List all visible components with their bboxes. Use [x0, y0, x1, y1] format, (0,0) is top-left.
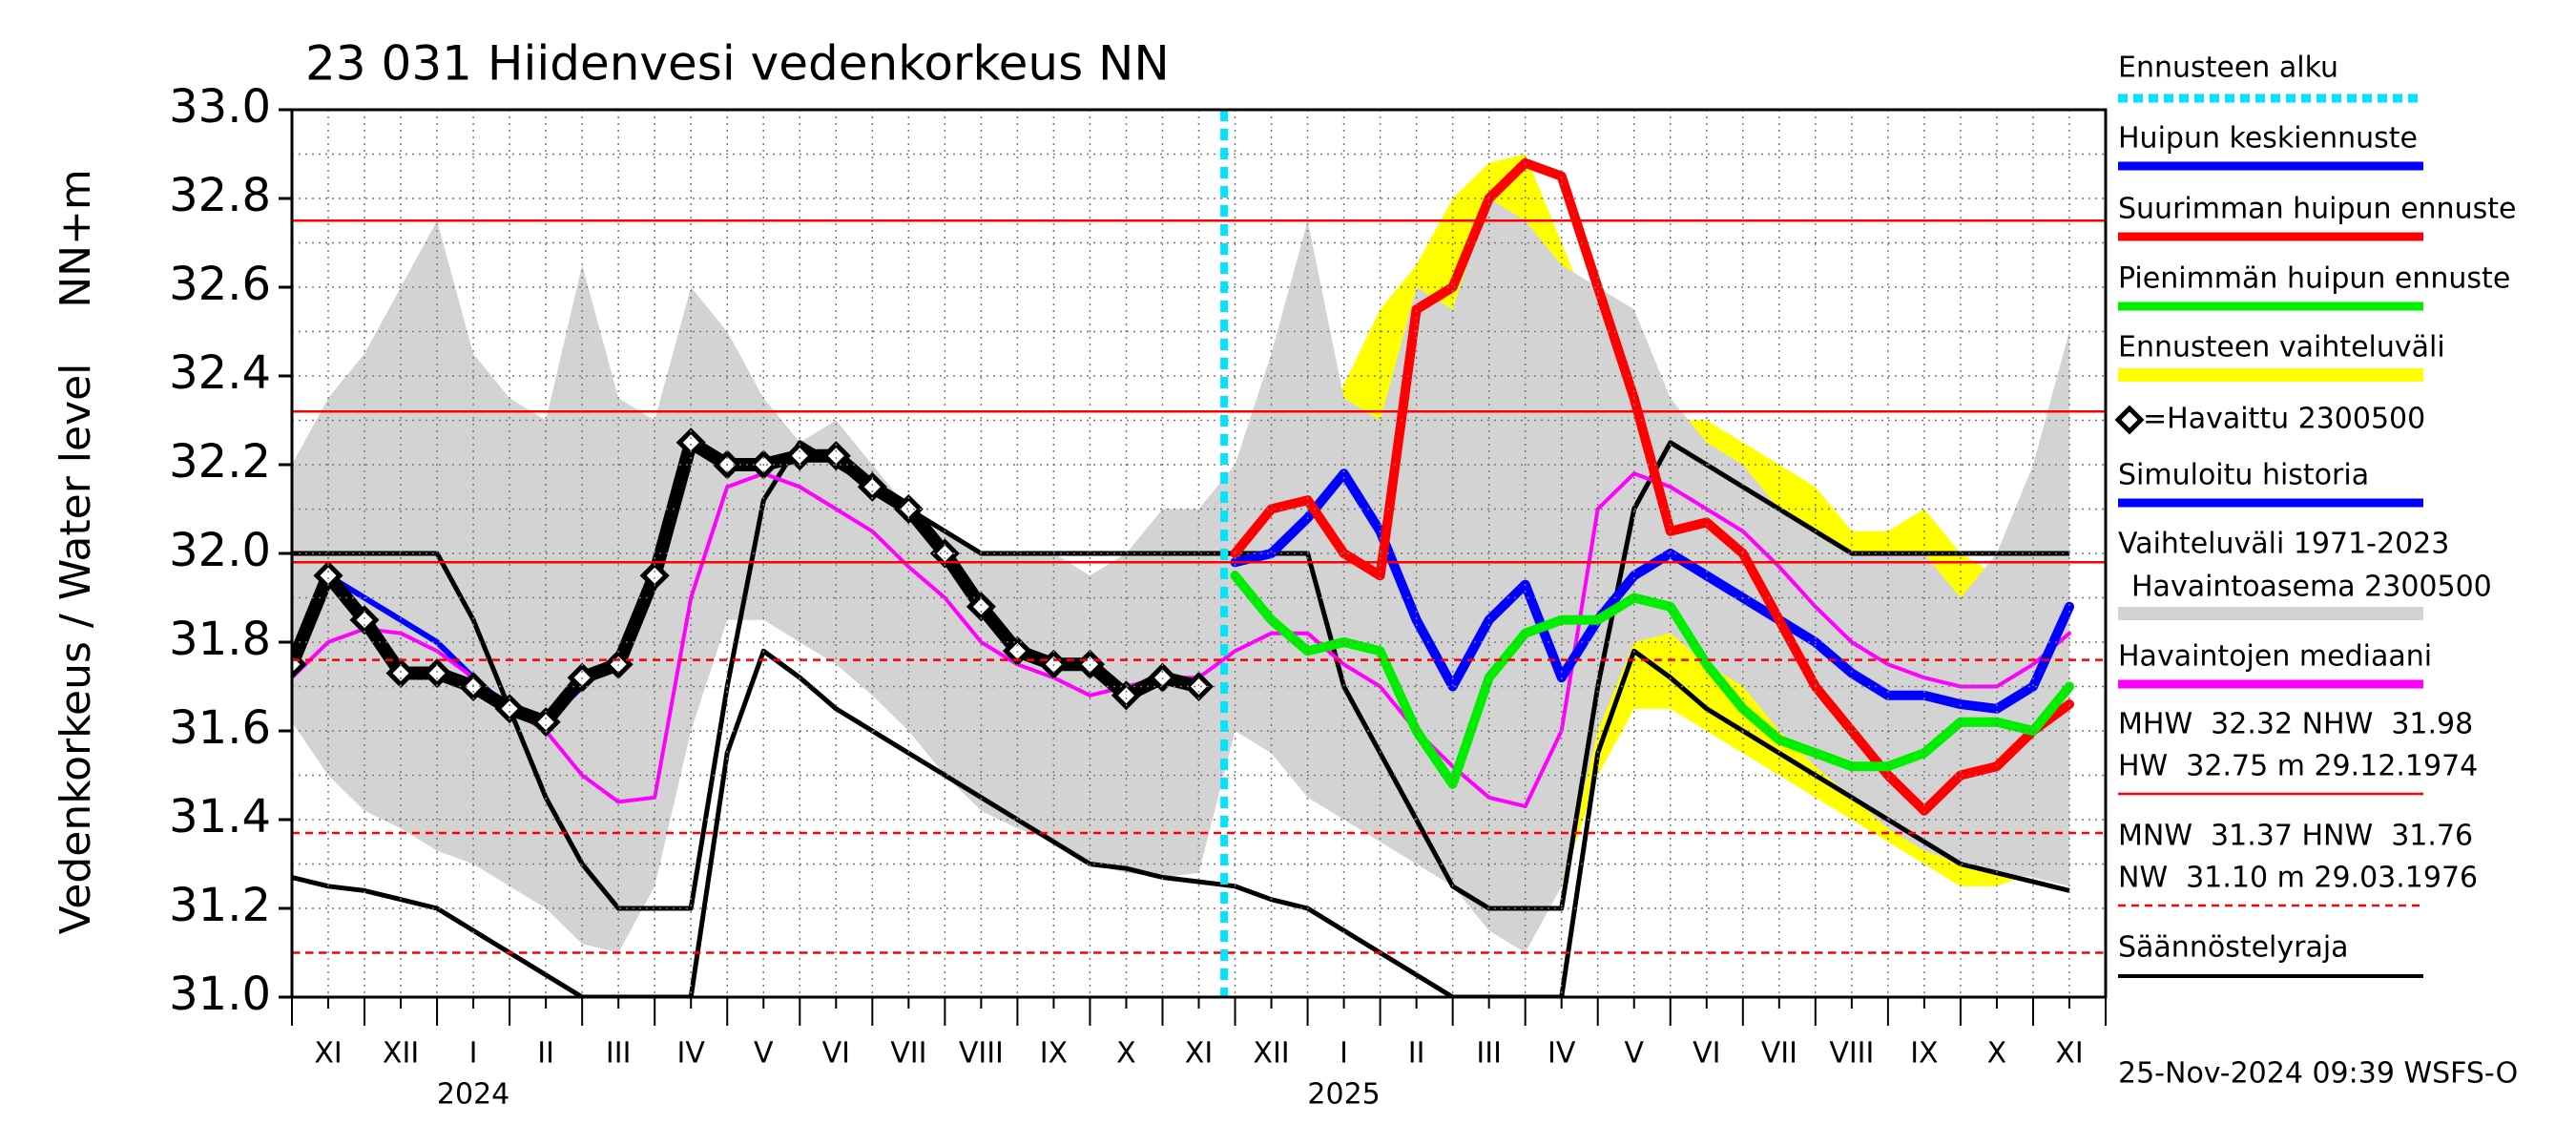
- observed-point: [675, 427, 706, 458]
- series-line: [1230, 571, 2074, 789]
- legend-label: NW 31.10 m 29.03.1976: [2118, 862, 2478, 895]
- y-tick-label: 32.6: [169, 258, 271, 311]
- y-tick-label: 33.0: [169, 80, 271, 134]
- y-axis-label: Vedenkorkeus / Water level: [52, 364, 100, 935]
- x-tick-label: XI: [314, 1037, 342, 1071]
- x-tick-label: IV: [677, 1037, 706, 1071]
- legend-label: Simuloitu historia: [2118, 459, 2369, 492]
- x-tick-label: VIII: [1829, 1037, 1874, 1071]
- y-tick-label: 31.6: [169, 701, 271, 755]
- legend-label: Ennusteen alku: [2118, 52, 2338, 85]
- x-tick-label: VIII: [959, 1037, 1004, 1071]
- timestamp: 25-Nov-2024 09:39 WSFS-O: [2118, 1057, 2518, 1091]
- legend-label: Vaihteluväli 1971-2023: [2118, 528, 2449, 561]
- year-label: 2024: [437, 1078, 509, 1112]
- x-tick-label: X: [1987, 1037, 2007, 1071]
- regulation-line: [292, 648, 2070, 997]
- legend-label: Havaintoasema 2300500: [2131, 571, 2492, 604]
- x-tick-label: V: [754, 1037, 774, 1071]
- y-tick-label: 32.8: [169, 169, 271, 222]
- observed-point: [893, 493, 924, 525]
- x-tick-label: III: [606, 1037, 632, 1071]
- x-tick-label: III: [1476, 1037, 1502, 1071]
- plot-area: [292, 154, 2074, 997]
- observed-point: [494, 694, 525, 724]
- legend-label: Pienimmän huipun ennuste: [2118, 262, 2510, 296]
- y-tick-label: 32.2: [169, 435, 271, 489]
- x-tick-label: I: [1340, 1037, 1348, 1071]
- y-tick-label: 32.4: [169, 346, 271, 400]
- series-line: [1230, 157, 2074, 816]
- legend-label: Suurimman huipun ennuste: [2118, 193, 2516, 226]
- x-tick-label: IX: [1910, 1037, 1938, 1071]
- y-tick-label: 31.0: [169, 968, 271, 1021]
- x-tick-label: VII: [890, 1037, 926, 1071]
- y-unit-label: NN+m: [52, 169, 100, 308]
- legend-label: Huipun keskiennuste: [2118, 122, 2418, 156]
- band: [292, 198, 2069, 953]
- x-tick-label: VI: [822, 1037, 850, 1071]
- x-tick-label: X: [1116, 1037, 1136, 1071]
- chart-title: 23 031 Hiidenvesi vedenkorkeus NN: [305, 36, 1170, 92]
- x-tick-label: XII: [1253, 1037, 1289, 1071]
- x-tick-label: XI: [1185, 1037, 1213, 1071]
- x-tick-label: XII: [383, 1037, 419, 1071]
- series-line: [1230, 468, 2074, 714]
- legend-label: Havaintojen mediaani: [2118, 640, 2432, 674]
- legend-label: =Havaittu 2300500: [2143, 403, 2425, 436]
- x-tick-label: XI: [2055, 1037, 2083, 1071]
- observed-point: [784, 441, 815, 471]
- legend-marker: [2114, 405, 2145, 435]
- observed-point: [1111, 680, 1141, 711]
- legend-label: Säännöstelyraja: [2118, 931, 2349, 965]
- x-tick-label: VI: [1693, 1037, 1720, 1071]
- x-tick-label: VII: [1761, 1037, 1797, 1071]
- observed-point: [821, 441, 851, 471]
- x-tick-label: V: [1624, 1037, 1644, 1071]
- year-label: 2025: [1307, 1078, 1380, 1112]
- y-tick-label: 31.2: [169, 879, 271, 932]
- x-tick-label: I: [469, 1037, 478, 1071]
- x-tick-label: II: [1408, 1037, 1425, 1071]
- y-tick-label: 32.0: [169, 524, 271, 577]
- observed-point: [530, 707, 561, 738]
- observed-point: [313, 560, 343, 591]
- legend-label: Ennusteen vaihteluväli: [2118, 331, 2445, 364]
- x-tick-label: II: [537, 1037, 554, 1071]
- y-tick-label: 31.4: [169, 790, 271, 843]
- y-tick-label: 31.8: [169, 613, 271, 666]
- legend-label: MNW 31.37 HNW 31.76: [2118, 820, 2473, 853]
- x-tick-label: IV: [1548, 1037, 1576, 1071]
- x-tick-label: IX: [1040, 1037, 1068, 1071]
- legend-label: HW 32.75 m 29.12.1974: [2118, 750, 2478, 783]
- legend-label: MHW 32.32 NHW 31.98: [2118, 708, 2473, 741]
- observed-point: [639, 560, 670, 591]
